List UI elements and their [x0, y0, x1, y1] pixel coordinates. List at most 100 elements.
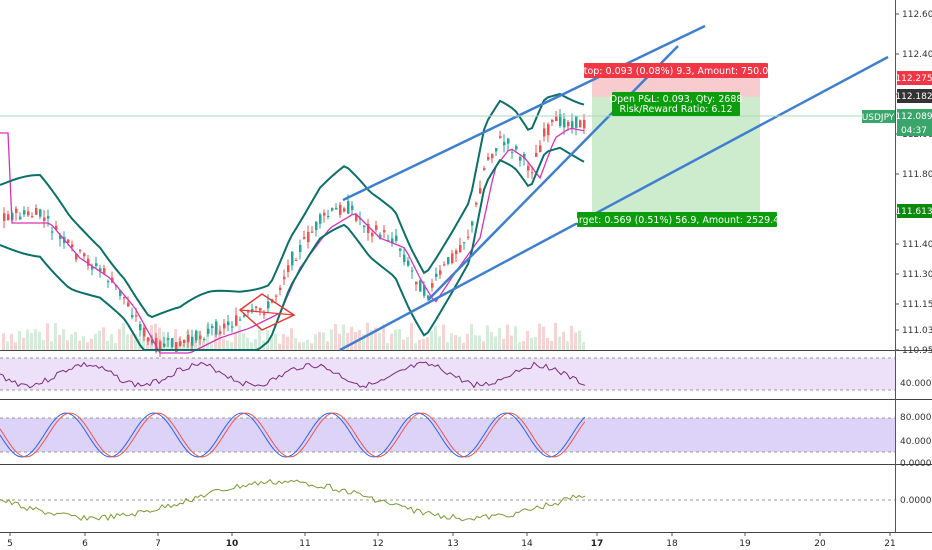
symbol-label: USDJPY — [862, 113, 895, 123]
time-tick-label: 10 — [226, 539, 239, 549]
candle-body — [551, 119, 554, 123]
candle-body — [195, 330, 198, 341]
candle-body — [543, 128, 546, 137]
volume-bar — [302, 342, 305, 350]
candle-body — [455, 250, 458, 255]
volume-bar — [90, 338, 93, 350]
volume-bar — [378, 332, 381, 350]
candle-body — [71, 244, 74, 248]
candle-body — [499, 136, 502, 138]
candles — [2, 108, 586, 358]
candle-body — [95, 263, 98, 267]
candle-body — [179, 341, 182, 346]
volume-bar — [410, 322, 413, 350]
volume-bar — [278, 343, 281, 350]
candle-body — [431, 283, 434, 288]
candle-body — [139, 323, 142, 331]
volume-bar — [38, 331, 41, 350]
main-pane[interactable] — [0, 0, 895, 350]
volume-bar — [390, 333, 393, 350]
volume-bar — [558, 336, 561, 350]
trendline-mid[interactable] — [427, 45, 679, 301]
candle-body — [343, 208, 346, 212]
volume-bar — [30, 333, 33, 350]
candle-body — [47, 216, 50, 219]
volume-bar — [114, 342, 117, 350]
candle-body — [511, 151, 514, 153]
candle-body — [383, 230, 386, 233]
candle-body — [407, 260, 410, 266]
candle-body — [99, 268, 102, 271]
candle-body — [187, 334, 190, 343]
volume-bar — [546, 337, 549, 350]
volume-bar — [486, 325, 489, 350]
volume-bar — [102, 327, 105, 350]
candle-body — [151, 339, 154, 344]
volume-bar — [290, 328, 293, 350]
candle-body — [483, 168, 486, 170]
symbol-price-tag — [897, 109, 932, 123]
candle-body — [15, 208, 18, 213]
volume-bar — [582, 342, 585, 350]
diamond-pattern-line — [239, 309, 295, 316]
candle-body — [39, 209, 42, 217]
volume-bar — [470, 324, 473, 350]
candle-body — [527, 165, 530, 171]
candle-body — [475, 202, 478, 205]
candle-body — [43, 217, 46, 221]
volume-bar — [14, 342, 17, 350]
volume-bar — [518, 342, 521, 350]
volume-bar — [234, 332, 237, 350]
volume-bar — [82, 336, 85, 350]
pnl-label-box — [612, 92, 740, 116]
time-tick-label: 20 — [814, 539, 826, 549]
candle-body — [371, 232, 374, 237]
candle-body — [79, 250, 82, 252]
volume-bar — [270, 335, 273, 350]
stoch-d-line — [0, 412, 586, 458]
candle-body — [487, 157, 490, 160]
time-axis[interactable]: 5 6 7 10 11 12 13 14 17 18 19 20 21 — [7, 532, 896, 549]
rr-label: Risk/Reward Ratio: 6.12 — [619, 104, 732, 115]
target-price-tag — [897, 204, 932, 218]
trendline-upper[interactable] — [342, 24, 706, 202]
volume-bar — [106, 341, 109, 350]
candle-body — [171, 338, 174, 348]
volume-bar — [46, 323, 49, 350]
volume-bar — [110, 334, 113, 350]
price-axis[interactable]: 112.600112.400112.200112.000111.800111.6… — [895, 10, 932, 356]
volume-bar — [98, 330, 101, 350]
volume-bar — [238, 325, 241, 350]
volume-bar — [570, 325, 573, 350]
candle-body — [403, 254, 406, 262]
candle-body — [495, 148, 498, 152]
volume-bar — [490, 332, 493, 350]
time-tick-label: 5 — [7, 539, 13, 549]
countdown-tag — [897, 123, 932, 136]
volume-bar — [534, 336, 537, 350]
candle-body — [451, 253, 454, 264]
candle-body — [231, 326, 234, 328]
volume-bar — [266, 330, 269, 350]
osc-pane[interactable] — [0, 466, 895, 532]
symbol-tag — [862, 110, 895, 123]
volume-bar — [282, 334, 285, 350]
volume-bar — [62, 329, 65, 350]
volume-bar — [554, 322, 557, 350]
candle-body — [363, 225, 366, 228]
candle-body — [175, 342, 178, 352]
price-tick-label: 111.800 — [902, 170, 932, 180]
volume-bar — [94, 333, 97, 350]
candle-body — [563, 118, 566, 128]
time-tick-label: 6 — [82, 539, 88, 549]
trendline-lower[interactable] — [339, 55, 889, 352]
candle-body — [567, 121, 570, 127]
candle-body — [219, 331, 222, 334]
target-zone[interactable] — [592, 97, 760, 215]
volume-bar — [66, 340, 69, 350]
candle-body — [519, 156, 522, 161]
last-price: 112.182 — [895, 92, 932, 102]
candle-body — [279, 287, 282, 290]
candle-body — [459, 245, 462, 253]
